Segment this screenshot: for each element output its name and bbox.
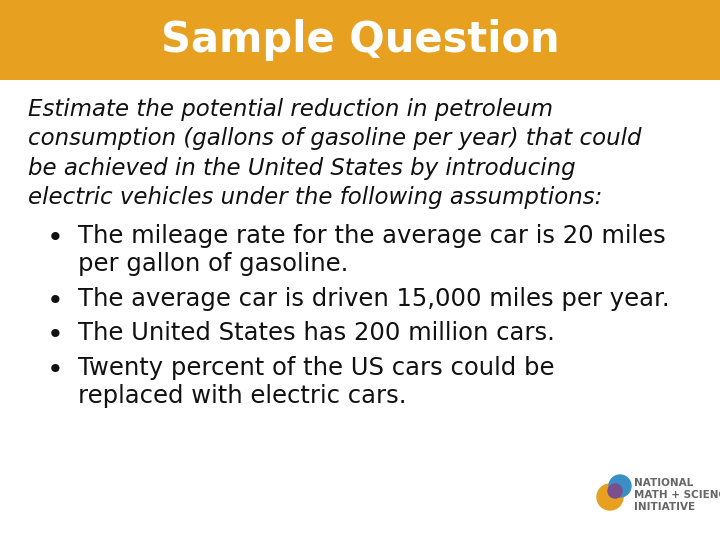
Text: NATIONAL: NATIONAL <box>634 478 693 488</box>
Text: MATH + SCIENCE: MATH + SCIENCE <box>634 490 720 500</box>
Text: •: • <box>47 287 63 315</box>
Text: •: • <box>47 356 63 384</box>
Text: electric vehicles under the following assumptions:: electric vehicles under the following as… <box>28 186 603 210</box>
Text: be achieved in the United States by introducing: be achieved in the United States by intr… <box>28 157 575 180</box>
Text: The mileage rate for the average car is 20 miles: The mileage rate for the average car is … <box>78 224 666 248</box>
Text: •: • <box>47 224 63 252</box>
Circle shape <box>597 484 623 510</box>
Text: Sample Question: Sample Question <box>161 19 559 61</box>
Circle shape <box>609 475 631 497</box>
Text: Estimate the potential reduction in petroleum: Estimate the potential reduction in petr… <box>28 98 553 121</box>
Text: INITIATIVE: INITIATIVE <box>634 502 695 512</box>
Text: replaced with electric cars.: replaced with electric cars. <box>78 384 407 408</box>
Text: consumption (gallons of gasoline per year) that could: consumption (gallons of gasoline per yea… <box>28 127 642 151</box>
Text: The United States has 200 million cars.: The United States has 200 million cars. <box>78 321 555 346</box>
Text: Twenty percent of the US cars could be: Twenty percent of the US cars could be <box>78 356 554 380</box>
Text: The average car is driven 15,000 miles per year.: The average car is driven 15,000 miles p… <box>78 287 670 311</box>
Text: per gallon of gasoline.: per gallon of gasoline. <box>78 252 348 276</box>
Circle shape <box>608 484 622 498</box>
Bar <box>0 0 720 80</box>
Text: •: • <box>47 321 63 349</box>
